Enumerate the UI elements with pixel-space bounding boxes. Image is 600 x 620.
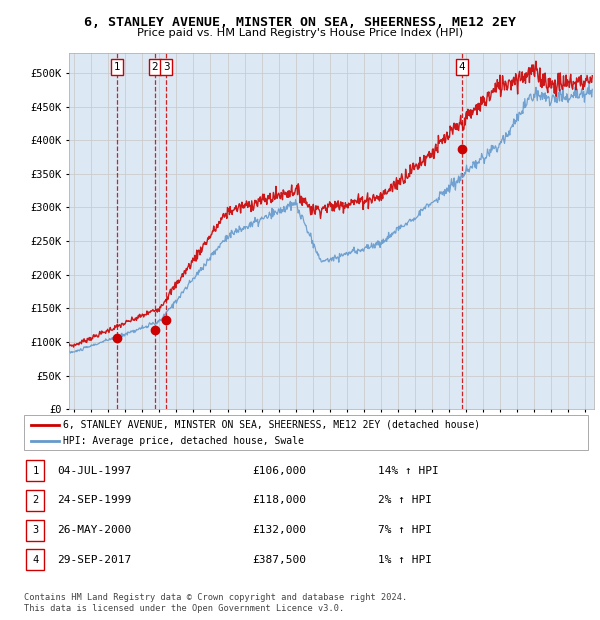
Text: Contains HM Land Registry data © Crown copyright and database right 2024.
This d: Contains HM Land Registry data © Crown c… [24,593,407,613]
Text: 1% ↑ HPI: 1% ↑ HPI [378,555,432,565]
Text: 1: 1 [32,466,38,476]
Text: £118,000: £118,000 [252,495,306,505]
Text: £132,000: £132,000 [252,525,306,535]
Text: 2: 2 [32,495,38,505]
Text: 3: 3 [163,62,169,72]
Text: 29-SEP-2017: 29-SEP-2017 [57,555,131,565]
Text: Price paid vs. HM Land Registry's House Price Index (HPI): Price paid vs. HM Land Registry's House … [137,28,463,38]
Text: HPI: Average price, detached house, Swale: HPI: Average price, detached house, Swal… [63,436,304,446]
Text: £106,000: £106,000 [252,466,306,476]
Text: 6, STANLEY AVENUE, MINSTER ON SEA, SHEERNESS, ME12 2EY (detached house): 6, STANLEY AVENUE, MINSTER ON SEA, SHEER… [63,420,480,430]
Text: 04-JUL-1997: 04-JUL-1997 [57,466,131,476]
Text: 26-MAY-2000: 26-MAY-2000 [57,525,131,535]
Text: 24-SEP-1999: 24-SEP-1999 [57,495,131,505]
Text: 7% ↑ HPI: 7% ↑ HPI [378,525,432,535]
Text: 4: 4 [458,62,465,72]
Text: 2: 2 [151,62,158,72]
Text: 3: 3 [32,525,38,535]
Text: 1: 1 [113,62,120,72]
Text: £387,500: £387,500 [252,555,306,565]
Text: 14% ↑ HPI: 14% ↑ HPI [378,466,439,476]
Text: 2% ↑ HPI: 2% ↑ HPI [378,495,432,505]
Text: 4: 4 [32,555,38,565]
Text: 6, STANLEY AVENUE, MINSTER ON SEA, SHEERNESS, ME12 2EY: 6, STANLEY AVENUE, MINSTER ON SEA, SHEER… [84,16,516,29]
